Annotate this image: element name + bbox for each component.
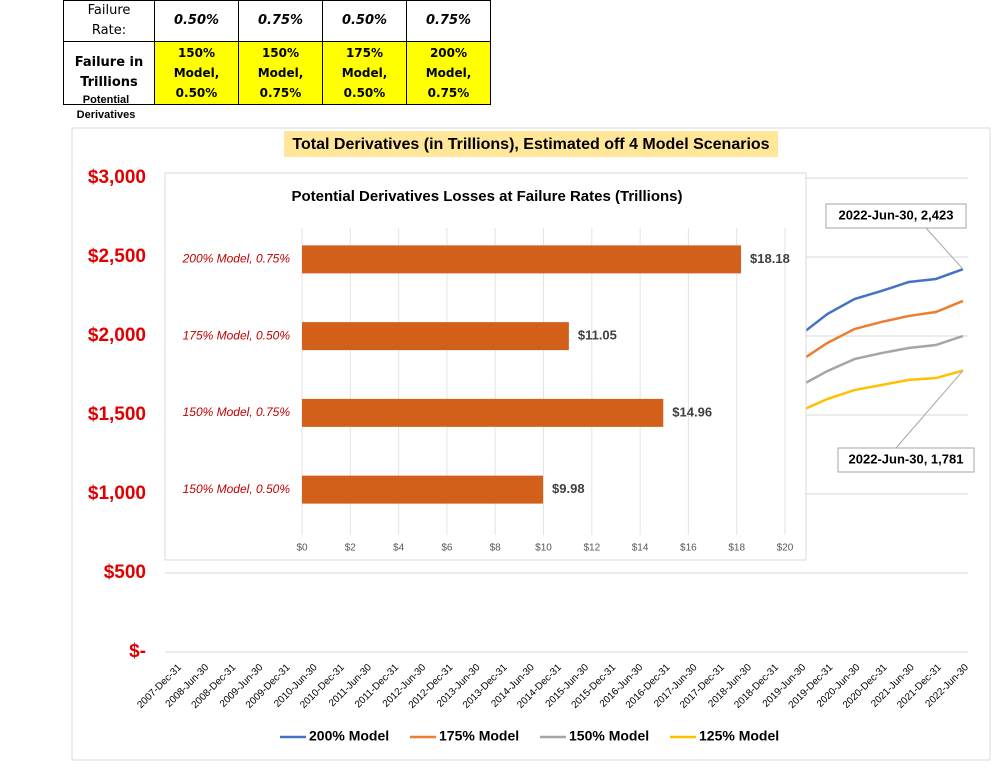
bar <box>302 245 742 274</box>
y-tick-label: 175% Model, 0.50% <box>183 328 291 342</box>
y-tick-label: $500 <box>104 562 146 583</box>
x-tick-label: $10 <box>535 543 552 554</box>
x-tick-label: $2 <box>345 543 357 554</box>
failure-table: Failure Rate: 0.50% 0.75% 0.50% 0.75% Fa… <box>63 0 491 105</box>
table-cell: 0.75% <box>238 0 323 42</box>
series-line <box>799 299 964 363</box>
y-tick-label: $2,500 <box>88 246 146 267</box>
value-label: $11.05 <box>578 328 617 343</box>
value-label: $14.96 <box>672 404 712 419</box>
bar <box>302 475 544 504</box>
y-tick-label: $- <box>129 641 146 662</box>
annotation-box <box>825 203 967 229</box>
leader-line <box>925 227 964 270</box>
x-tick-label: $0 <box>296 543 308 554</box>
table-cell: Failure Rate: <box>63 0 155 42</box>
annotation: 2022-Jun-30, 1,781 <box>849 451 964 466</box>
legend-label: 200% Model <box>309 728 389 744</box>
y-tick-label: 150% Model, 0.75% <box>183 405 291 419</box>
table-cell: 0.50% <box>322 0 407 42</box>
bar-chart: $0 $2 $4 $6 $8 $10 $12 $14 $16 $18 $20 200% Model, … <box>182 228 794 554</box>
x-tick-label: $16 <box>680 543 697 554</box>
bar <box>302 322 569 351</box>
series-line <box>799 267 964 337</box>
value-label: $9.98 <box>552 481 585 496</box>
x-tick-label: $18 <box>728 543 745 554</box>
annotation-box <box>837 447 975 473</box>
y-tick-label: $1,500 <box>88 404 146 425</box>
table-cell: 150% Model, 0.75% <box>238 41 323 105</box>
title-background <box>284 131 778 157</box>
annotation: 2022-Jun-30, 2,423 <box>839 207 954 222</box>
x-tick-label: $4 <box>393 543 405 554</box>
y-tick-label: 200% Model, 0.75% <box>182 252 291 266</box>
table-cell: 200% Model, 0.75% <box>406 41 491 105</box>
y-tick-label: $1,000 <box>88 483 146 504</box>
leader-line <box>895 370 964 449</box>
series-line <box>799 334 964 388</box>
y-tick-label: 150% Model, 0.50% <box>183 482 291 496</box>
x-tick-label: $6 <box>441 543 453 554</box>
x-tick-label: $20 <box>777 543 794 554</box>
bar <box>302 398 664 427</box>
y-tick-label: $3,000 <box>88 167 146 188</box>
y-tick-label: $2,000 <box>88 325 146 346</box>
table-cell: Failure in Trillions <box>63 41 155 105</box>
value-label: $18.18 <box>750 251 790 266</box>
x-tick-label: $12 <box>583 543 600 554</box>
table-row: Failure in Trillions 150% Model, 0.50% 1… <box>63 41 491 105</box>
legend-label: 150% Model <box>569 728 649 744</box>
chart-title: Total Derivatives (in Trillions), Estima… <box>292 136 769 153</box>
inset-title: Potential Derivatives Losses at Failure … <box>292 188 683 205</box>
series-line <box>799 369 964 413</box>
table-note: Potential Derivatives <box>76 94 136 121</box>
table-cell: 0.50% <box>154 0 239 42</box>
legend-label: 175% Model <box>439 728 519 744</box>
x-tick-label: $14 <box>632 543 649 554</box>
table-cell: 150% Model, 0.50% <box>154 41 239 105</box>
x-tick-label: $8 <box>490 543 502 554</box>
table-cell: 0.75% <box>406 0 491 42</box>
table-row: Failure Rate: 0.50% 0.75% 0.50% 0.75% <box>63 0 491 42</box>
table-cell: 175% Model, 0.50% <box>322 41 407 105</box>
legend-label: 125% Model <box>699 728 779 744</box>
